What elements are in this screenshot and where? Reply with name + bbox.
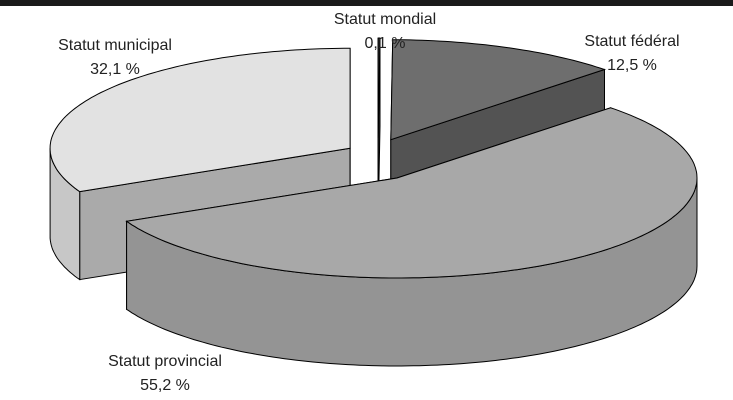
labels: Statut mondial 0,1 % Statut fédéral 12,5 % S…: [58, 11, 680, 394]
slice-value-label: 32,1 %: [90, 61, 140, 78]
slice-top: [49, 47, 351, 193]
slice-value-label: 0,1 %: [365, 35, 406, 52]
slice-top: [125, 107, 698, 279]
slice-label: Statut provincial: [108, 353, 222, 370]
pie: [49, 37, 698, 367]
slice-top: [377, 37, 381, 139]
slice-top: [390, 39, 607, 141]
top-rule: [0, 0, 733, 6]
slice-label: Statut mondial: [334, 11, 436, 28]
slice-value-label: 55,2 %: [140, 377, 190, 394]
slice-label: Statut fédéral: [584, 33, 679, 50]
slice-value-label: 12,5 %: [607, 57, 657, 74]
slice-label: Statut municipal: [58, 37, 172, 54]
